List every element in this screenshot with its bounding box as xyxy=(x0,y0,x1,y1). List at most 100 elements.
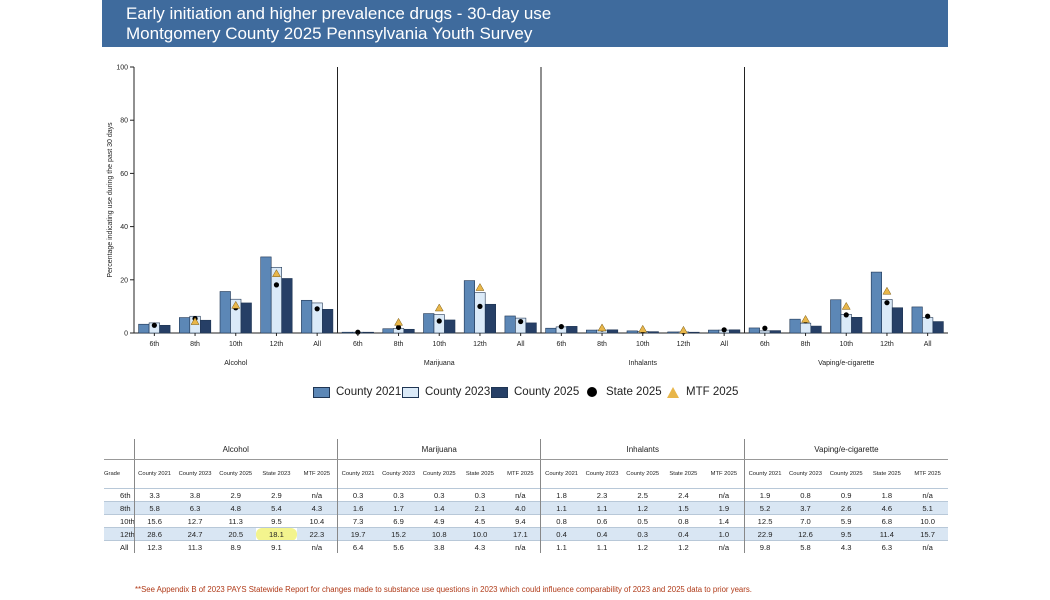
table-cell: 0.6 xyxy=(581,514,623,528)
table-cell: 0.3 xyxy=(459,488,501,502)
col-header: State 2023 xyxy=(262,471,291,477)
mtf-2025-marker xyxy=(394,317,403,326)
bar-county2025 xyxy=(769,330,781,334)
col-header: State 2025 xyxy=(669,471,698,477)
y-tick-label: 20 xyxy=(120,277,128,284)
table-cell: 1.1 xyxy=(581,501,623,515)
bar-county2021 xyxy=(463,280,476,334)
table-cell: 10.8 xyxy=(418,527,460,541)
col-header: State 2025 xyxy=(872,471,901,477)
state-2025-marker xyxy=(558,324,564,330)
col-header: County 2023 xyxy=(178,471,212,477)
table-cell: 12.6 xyxy=(785,527,826,541)
table-cell: 1.2 xyxy=(622,501,664,515)
col-header: County 2021 xyxy=(133,459,175,489)
bar-county2021 xyxy=(830,299,842,334)
state-2025-marker xyxy=(518,318,524,325)
table-cell: 5.8 xyxy=(785,540,826,553)
table-group-header-row: Alcohol Marijuana Inhalants Vaping/e-cig… xyxy=(104,439,948,460)
x-tick-label: 8th xyxy=(394,341,404,348)
bar-county2025 xyxy=(403,328,415,334)
x-tick-label: 6th xyxy=(556,341,566,348)
bar-county2021 xyxy=(219,291,231,334)
y-tick-label: 40 xyxy=(120,224,128,231)
x-tick-label: 8th xyxy=(801,341,811,348)
table-cell: 1.4 xyxy=(703,514,745,528)
table-cell: 1.0 xyxy=(703,527,745,541)
col-header: County 2025 xyxy=(829,471,863,477)
legend-label-mtf-2025: MTF 2025 xyxy=(686,386,739,398)
legend-swatch-county-2023 xyxy=(402,386,419,398)
bar-county2023 xyxy=(799,322,812,334)
table-cell: n/a xyxy=(703,488,745,502)
legend-swatch-county-2025 xyxy=(491,386,508,398)
table-cell: n/a xyxy=(296,540,338,553)
table-cell: 2.4 xyxy=(663,488,704,502)
state-2025-marker xyxy=(273,282,280,288)
bar-county2025 xyxy=(281,278,293,334)
bar-county2021 xyxy=(341,331,353,334)
bar-county2021 xyxy=(748,327,760,334)
x-tick-label: 10th xyxy=(839,341,853,348)
table-cell: 4.3 xyxy=(459,540,501,553)
table-cell: 11.4 xyxy=(866,527,908,541)
table-cell: 4.3 xyxy=(825,540,867,553)
bar-county2025 xyxy=(240,302,252,334)
state-2025-marker xyxy=(151,322,157,328)
legend-label-state-2025: State 2025 xyxy=(606,386,662,398)
table-row: 12th 28.6 24.7 20.5 18.1 22.3 19.7 15.2 10.8 10.0… xyxy=(104,527,948,541)
table-cell: 22.9 xyxy=(743,527,786,541)
bar-county2021 xyxy=(585,329,598,334)
table-cell: 6.3 xyxy=(866,540,908,553)
table-cell: 6.4 xyxy=(337,540,379,553)
table-cell: 5.1 xyxy=(907,501,948,515)
table-cell: 4.5 xyxy=(459,514,501,528)
bar-county2025 xyxy=(362,331,374,334)
row-grade: 8th xyxy=(104,501,134,515)
bar-county2025 xyxy=(647,331,659,334)
table-row: 6th 3.3 3.8 2.9 2.9 n/a 0.3 0.3 0.3 0.3 n/a 1.8 2.3 2… xyxy=(104,488,948,502)
y-axis-label: Percentage indicating use during the pas… xyxy=(107,122,114,278)
table-cell: 8.9 xyxy=(215,540,257,553)
bar-county2023 xyxy=(270,266,283,334)
x-tick-label: 6th xyxy=(149,341,159,348)
bar-county2021 xyxy=(138,323,150,334)
table-cell: 1.7 xyxy=(378,501,419,515)
x-tick-label: 12th xyxy=(473,341,487,348)
table-cell: 12.3 xyxy=(133,540,175,553)
x-tick-label: 6th xyxy=(760,341,770,348)
table-cell: 9.8 xyxy=(743,540,786,553)
table-cell: 17.1 xyxy=(500,527,541,541)
row-grade: 6th xyxy=(104,488,134,502)
table-cell: 3.7 xyxy=(785,501,826,515)
grade-header: Grade xyxy=(104,471,121,477)
legend-mtf-2025: MTF 2025 xyxy=(667,386,738,398)
bar-county2025 xyxy=(444,319,456,334)
bar-county2021 xyxy=(789,318,801,334)
col-header: State 2025 xyxy=(465,471,494,477)
table-cell: 5.4 xyxy=(256,501,297,515)
data-table: Alcohol Marijuana Inhalants Vaping/e-cig… xyxy=(104,439,948,553)
table-row: 8th 5.8 6.3 4.8 5.4 4.3 1.6 1.7 1.4 2.1 4.0 1.1 1.1 1… xyxy=(104,501,948,515)
table-cell: 1.5 xyxy=(663,501,704,515)
bar-county2023 xyxy=(922,317,934,334)
col-header: County 2023 xyxy=(382,471,415,477)
mtf-2025-marker xyxy=(231,300,241,309)
table-cell: 1.2 xyxy=(663,540,704,553)
bar-county2025 xyxy=(891,307,904,334)
footnote: **See Appendix B of 2023 PAYS Statewide … xyxy=(135,585,752,594)
table-cell: 15.2 xyxy=(378,527,419,541)
table-cell: 9.1 xyxy=(256,540,297,553)
table-cell: 6.3 xyxy=(174,501,216,515)
table-cell: 6.8 xyxy=(866,514,908,528)
table-cell: 9.5 xyxy=(825,527,867,541)
table-cell: 22.3 xyxy=(296,527,338,541)
bar-county2025 xyxy=(606,329,619,334)
table-cell: 20.5 xyxy=(215,527,257,541)
table-cell: 4.9 xyxy=(418,514,460,528)
table-cell: 4.0 xyxy=(500,501,541,515)
panel-label: Vaping/e-cigarette xyxy=(818,360,874,367)
table-cell: 1.1 xyxy=(581,540,623,553)
bar-county2025 xyxy=(688,331,700,334)
y-tick-label: 80 xyxy=(120,118,128,125)
